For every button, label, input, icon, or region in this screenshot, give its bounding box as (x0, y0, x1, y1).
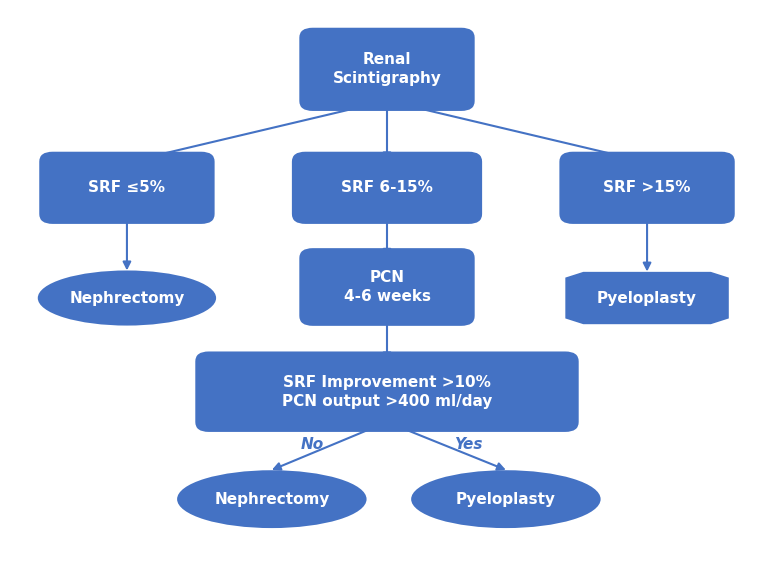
FancyBboxPatch shape (39, 152, 214, 224)
FancyBboxPatch shape (300, 28, 474, 111)
FancyBboxPatch shape (560, 152, 735, 224)
Text: Nephrectomy: Nephrectomy (214, 492, 330, 507)
Text: No: No (301, 437, 324, 452)
Ellipse shape (411, 470, 601, 528)
Text: Nephrectomy: Nephrectomy (69, 290, 185, 305)
FancyBboxPatch shape (195, 351, 579, 432)
Ellipse shape (177, 470, 367, 528)
Polygon shape (565, 272, 729, 324)
Text: Pyeloplasty: Pyeloplasty (456, 492, 556, 507)
Text: SRF 6-15%: SRF 6-15% (341, 180, 433, 195)
Text: SRF >15%: SRF >15% (603, 180, 691, 195)
Text: Yes: Yes (454, 437, 483, 452)
Ellipse shape (38, 270, 216, 325)
Text: Renal
Scintigraphy: Renal Scintigraphy (333, 52, 441, 87)
Text: SRF ≤5%: SRF ≤5% (88, 180, 166, 195)
FancyBboxPatch shape (300, 248, 474, 326)
Text: SRF Improvement >10%
PCN output >400 ml/day: SRF Improvement >10% PCN output >400 ml/… (282, 375, 492, 409)
FancyBboxPatch shape (292, 152, 482, 224)
Text: Pyeloplasty: Pyeloplasty (597, 290, 697, 305)
Text: PCN
4-6 weeks: PCN 4-6 weeks (344, 270, 430, 304)
